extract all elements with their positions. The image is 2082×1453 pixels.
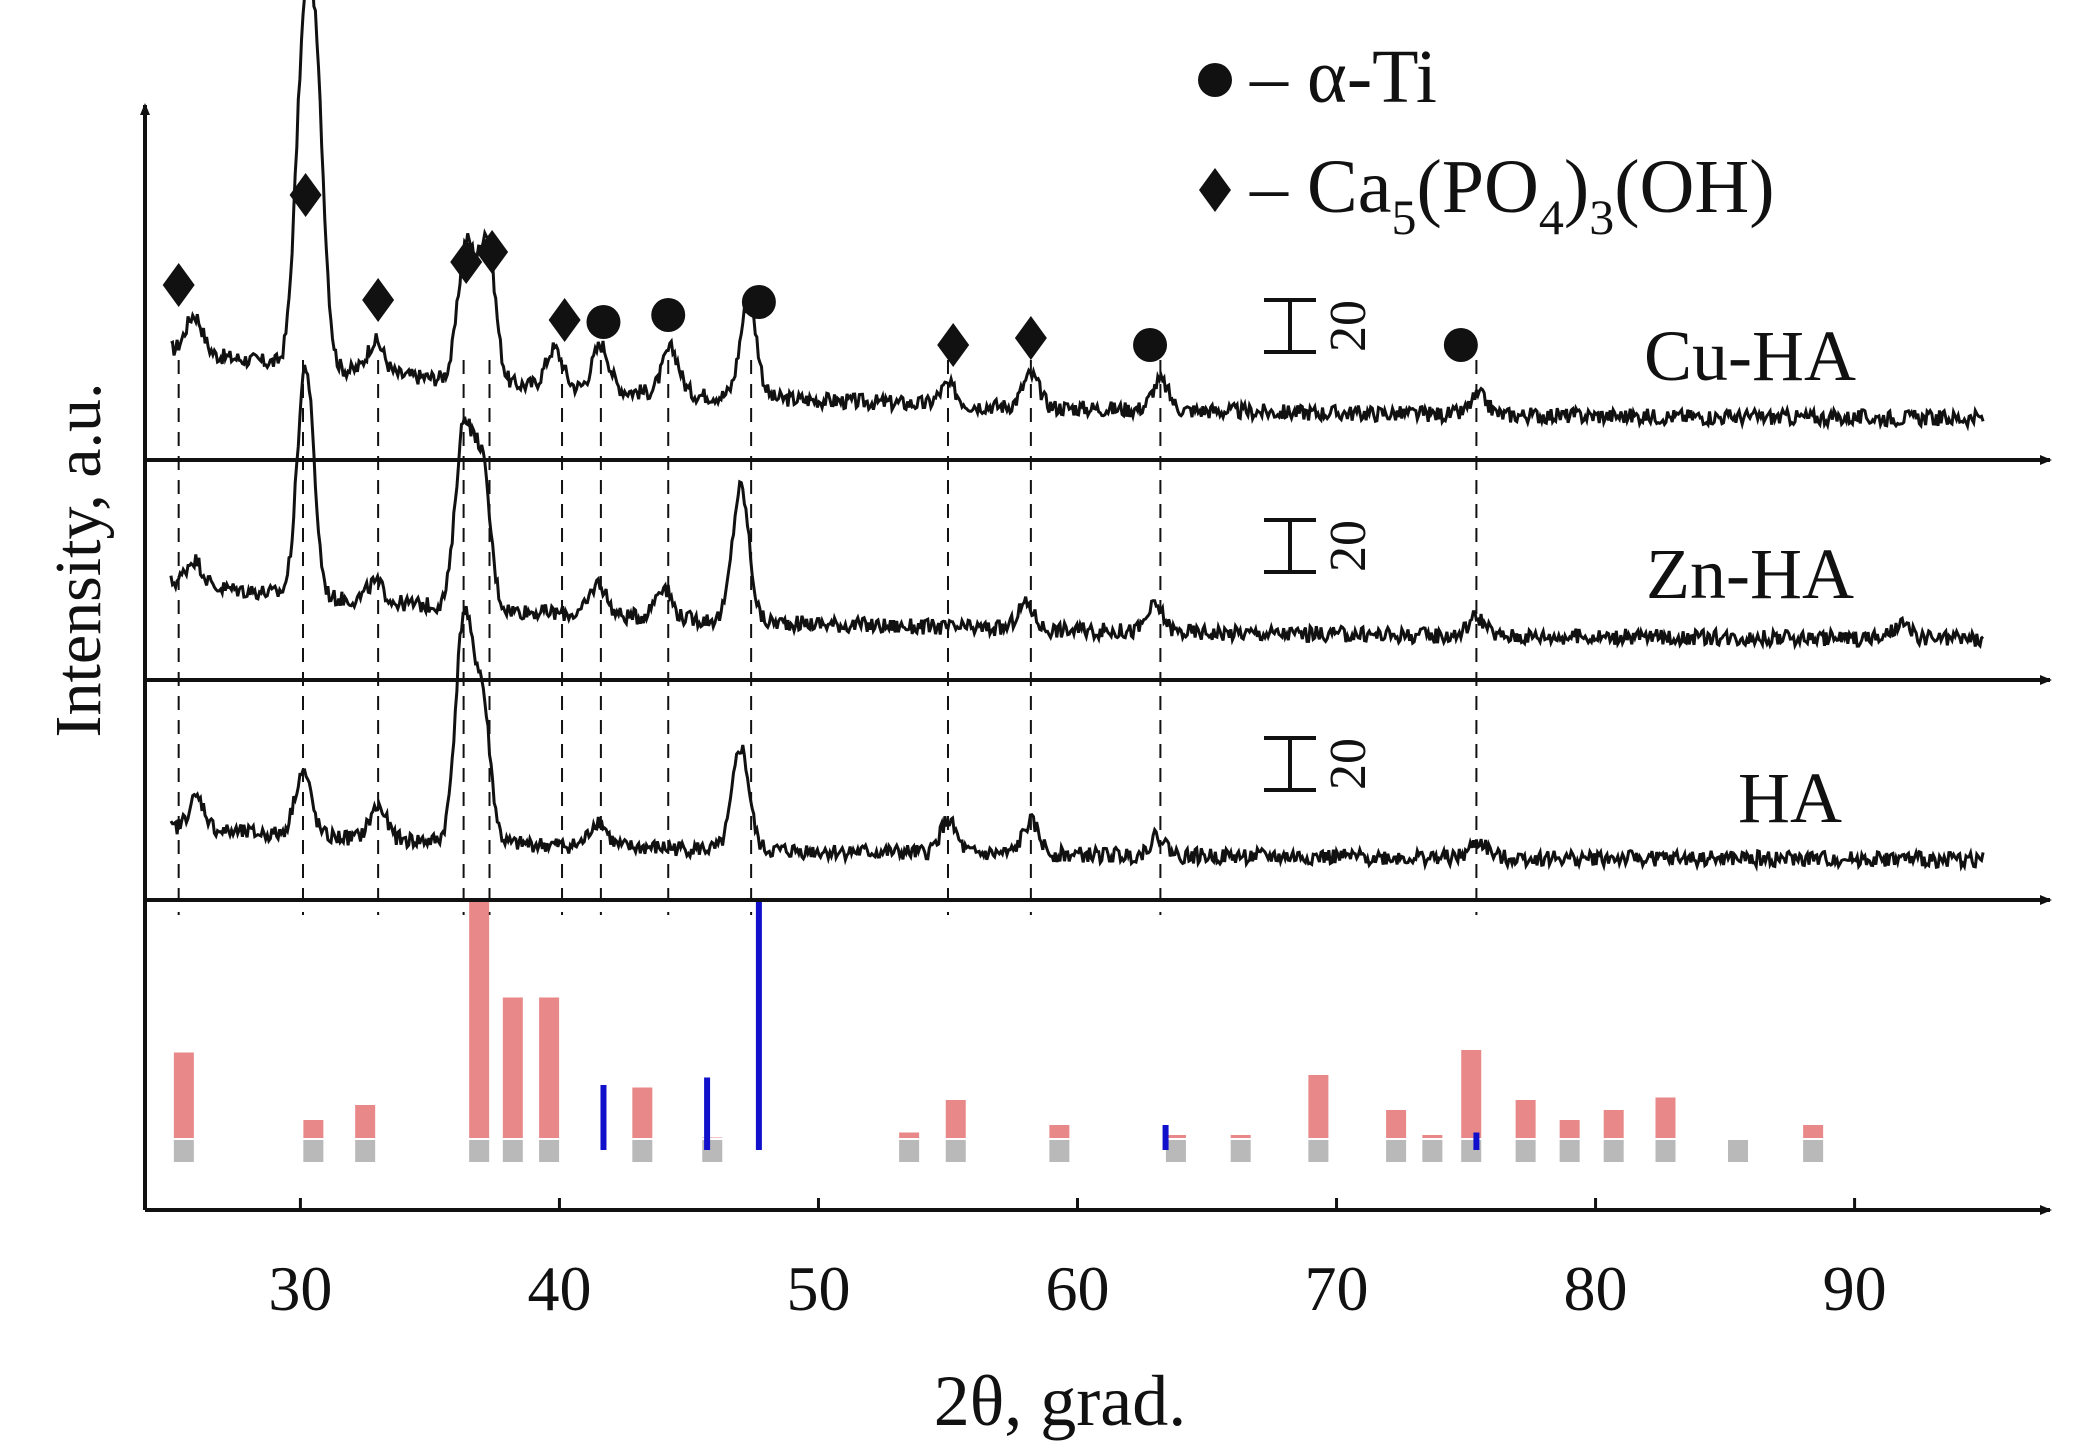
reference-bar-blue (600, 1085, 607, 1150)
x-tick-label: 90 (1823, 1253, 1887, 1324)
circle-marker-icon (651, 298, 686, 332)
reference-bar-blue (1473, 1132, 1480, 1150)
reference-tick-gray (539, 1140, 560, 1162)
reference-bar-red (899, 1132, 920, 1138)
series-label: HA (1738, 758, 1842, 838)
reference-tick-gray (469, 1140, 490, 1162)
diamond-marker-icon (937, 323, 970, 367)
legend-text-part: – Ca (1249, 145, 1391, 229)
reference-tick-gray (173, 1140, 194, 1162)
legend-text-part: (OH) (1614, 145, 1774, 229)
legend-circle-icon (1198, 63, 1232, 97)
reference-bar-blue (1162, 1125, 1169, 1150)
x-tick-label: 70 (1305, 1253, 1369, 1324)
reference-bar-red (1230, 1135, 1251, 1138)
reference-tick-gray (1308, 1140, 1329, 1162)
circle-marker-icon (1443, 328, 1478, 362)
reference-tick-gray (355, 1140, 376, 1162)
reference-tick-gray (1728, 1140, 1749, 1162)
reference-bar-red (1603, 1110, 1624, 1138)
reference-bar-red (1803, 1125, 1824, 1138)
legend-label-alpha-ti: – α-Ti (1249, 35, 1437, 119)
reference-bar-red (632, 1087, 653, 1138)
series-line-zn-ha (169, 364, 1985, 651)
reference-bar-red (469, 900, 490, 1138)
scale-bar-value: 20 (1320, 738, 1377, 790)
reference-bar-red (1515, 1100, 1536, 1138)
reference-tick-gray (303, 1140, 324, 1162)
legend-subscript: 3 (1589, 189, 1614, 245)
reference-bar-red (173, 1052, 194, 1138)
reference-bar-blue (755, 900, 762, 1150)
reference-bar-red (1308, 1075, 1329, 1138)
reference-bar-red (945, 1100, 966, 1138)
reference-tick-gray (1230, 1140, 1251, 1162)
reference-tick-gray (1386, 1140, 1407, 1162)
reference-tick-gray (945, 1140, 966, 1162)
reference-bar-red (355, 1105, 376, 1138)
circle-marker-icon (1133, 328, 1168, 362)
reference-bar-red (1422, 1135, 1443, 1138)
reference-bar-red (1165, 1135, 1186, 1138)
reference-bar-red (1049, 1125, 1070, 1138)
reference-bar-red (1461, 1050, 1482, 1138)
reference-tick-gray (1803, 1140, 1824, 1162)
scale-bar-value: 20 (1320, 300, 1377, 352)
x-tick-label: 60 (1046, 1253, 1110, 1324)
legend-label-hydroxyapatite: – Ca5(PO4)3(OH) (1249, 145, 1775, 245)
diamond-marker-icon (362, 278, 395, 322)
reference-tick-gray (1515, 1140, 1536, 1162)
reference-tick-gray (1049, 1140, 1070, 1162)
reference-tick-gray (1603, 1140, 1624, 1162)
series-label: Cu-HA (1644, 316, 1856, 396)
reference-tick-gray (899, 1140, 920, 1162)
reference-bar-red (502, 997, 523, 1138)
scale-bar-value: 20 (1320, 520, 1377, 572)
diamond-marker-icon (162, 263, 195, 307)
x-tick-label: 40 (527, 1253, 591, 1324)
diamond-marker-icon (289, 173, 322, 217)
reference-bar-red (539, 997, 560, 1138)
reference-tick-gray (1655, 1140, 1676, 1162)
diamond-marker-icon (548, 298, 581, 342)
reference-bar-blue (704, 1077, 711, 1150)
reference-tick-gray (1422, 1140, 1443, 1162)
circle-marker-icon (586, 305, 621, 339)
diamond-marker-icon (450, 240, 483, 284)
series-line-ha (169, 605, 1985, 873)
reference-tick-gray (502, 1140, 523, 1162)
reference-bar-red (1559, 1120, 1580, 1138)
y-axis-label: Intensity, a.u. (42, 383, 115, 738)
reference-bar-red (303, 1120, 324, 1138)
series-label: Zn-HA (1646, 534, 1854, 614)
reference-tick-gray (1559, 1140, 1580, 1162)
legend-text-part: ) (1564, 145, 1589, 229)
legend-text-part: (PO (1416, 145, 1538, 229)
diamond-marker-icon (476, 230, 509, 274)
reference-tick-gray (632, 1140, 653, 1162)
x-axis-label: 2θ, grad. (934, 1361, 1186, 1441)
diamond-marker-icon (1014, 316, 1047, 360)
reference-bar-red (1386, 1110, 1407, 1138)
legend-subscript: 4 (1539, 189, 1564, 245)
circle-marker-icon (741, 285, 776, 319)
legend-diamond-icon (1199, 168, 1231, 212)
x-tick-label: 30 (268, 1253, 332, 1324)
x-tick-label: 50 (786, 1253, 850, 1324)
legend-subscript: 5 (1391, 189, 1416, 245)
reference-tick-gray (1165, 1140, 1186, 1162)
reference-bar-red (1655, 1097, 1676, 1138)
x-tick-label: 80 (1564, 1253, 1628, 1324)
reference-bar-red (702, 1137, 723, 1138)
